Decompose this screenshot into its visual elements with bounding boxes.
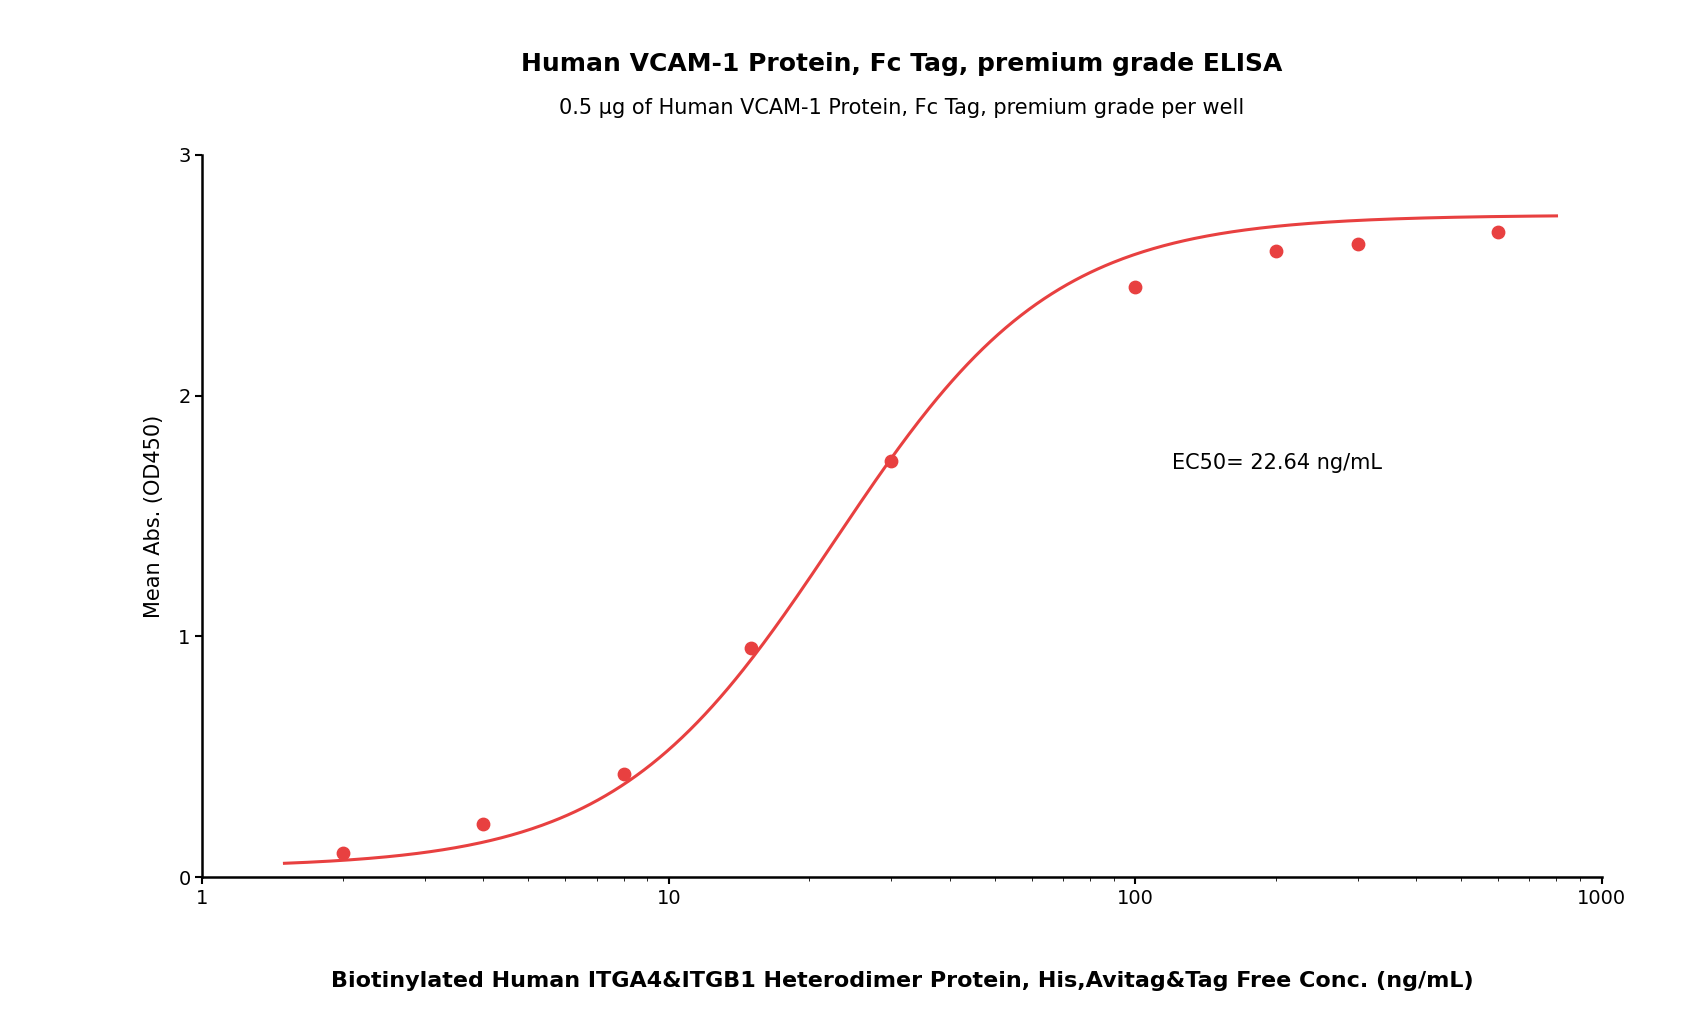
Point [1263,243,1290,259]
Point [1485,224,1512,240]
Point [878,452,905,469]
Text: Biotinylated Human ITGA4&ITGB1 Heterodimer Protein, His,Avitag&Tag Free Conc. (n: Biotinylated Human ITGA4&ITGB1 Heterodim… [330,971,1474,991]
Text: 0.5 μg of Human VCAM-1 Protein, Fc Tag, premium grade per well: 0.5 μg of Human VCAM-1 Protein, Fc Tag, … [560,98,1244,118]
Y-axis label: Mean Abs. (OD450): Mean Abs. (OD450) [145,415,164,617]
Point [610,766,637,782]
Point [737,640,764,656]
Point [470,816,497,833]
Point [329,845,356,862]
Point [1121,279,1148,295]
Text: EC50= 22.64 ng/mL: EC50= 22.64 ng/mL [1172,453,1383,473]
Point [1344,235,1371,252]
Text: Human VCAM-1 Protein, Fc Tag, premium grade ELISA: Human VCAM-1 Protein, Fc Tag, premium gr… [521,52,1283,75]
